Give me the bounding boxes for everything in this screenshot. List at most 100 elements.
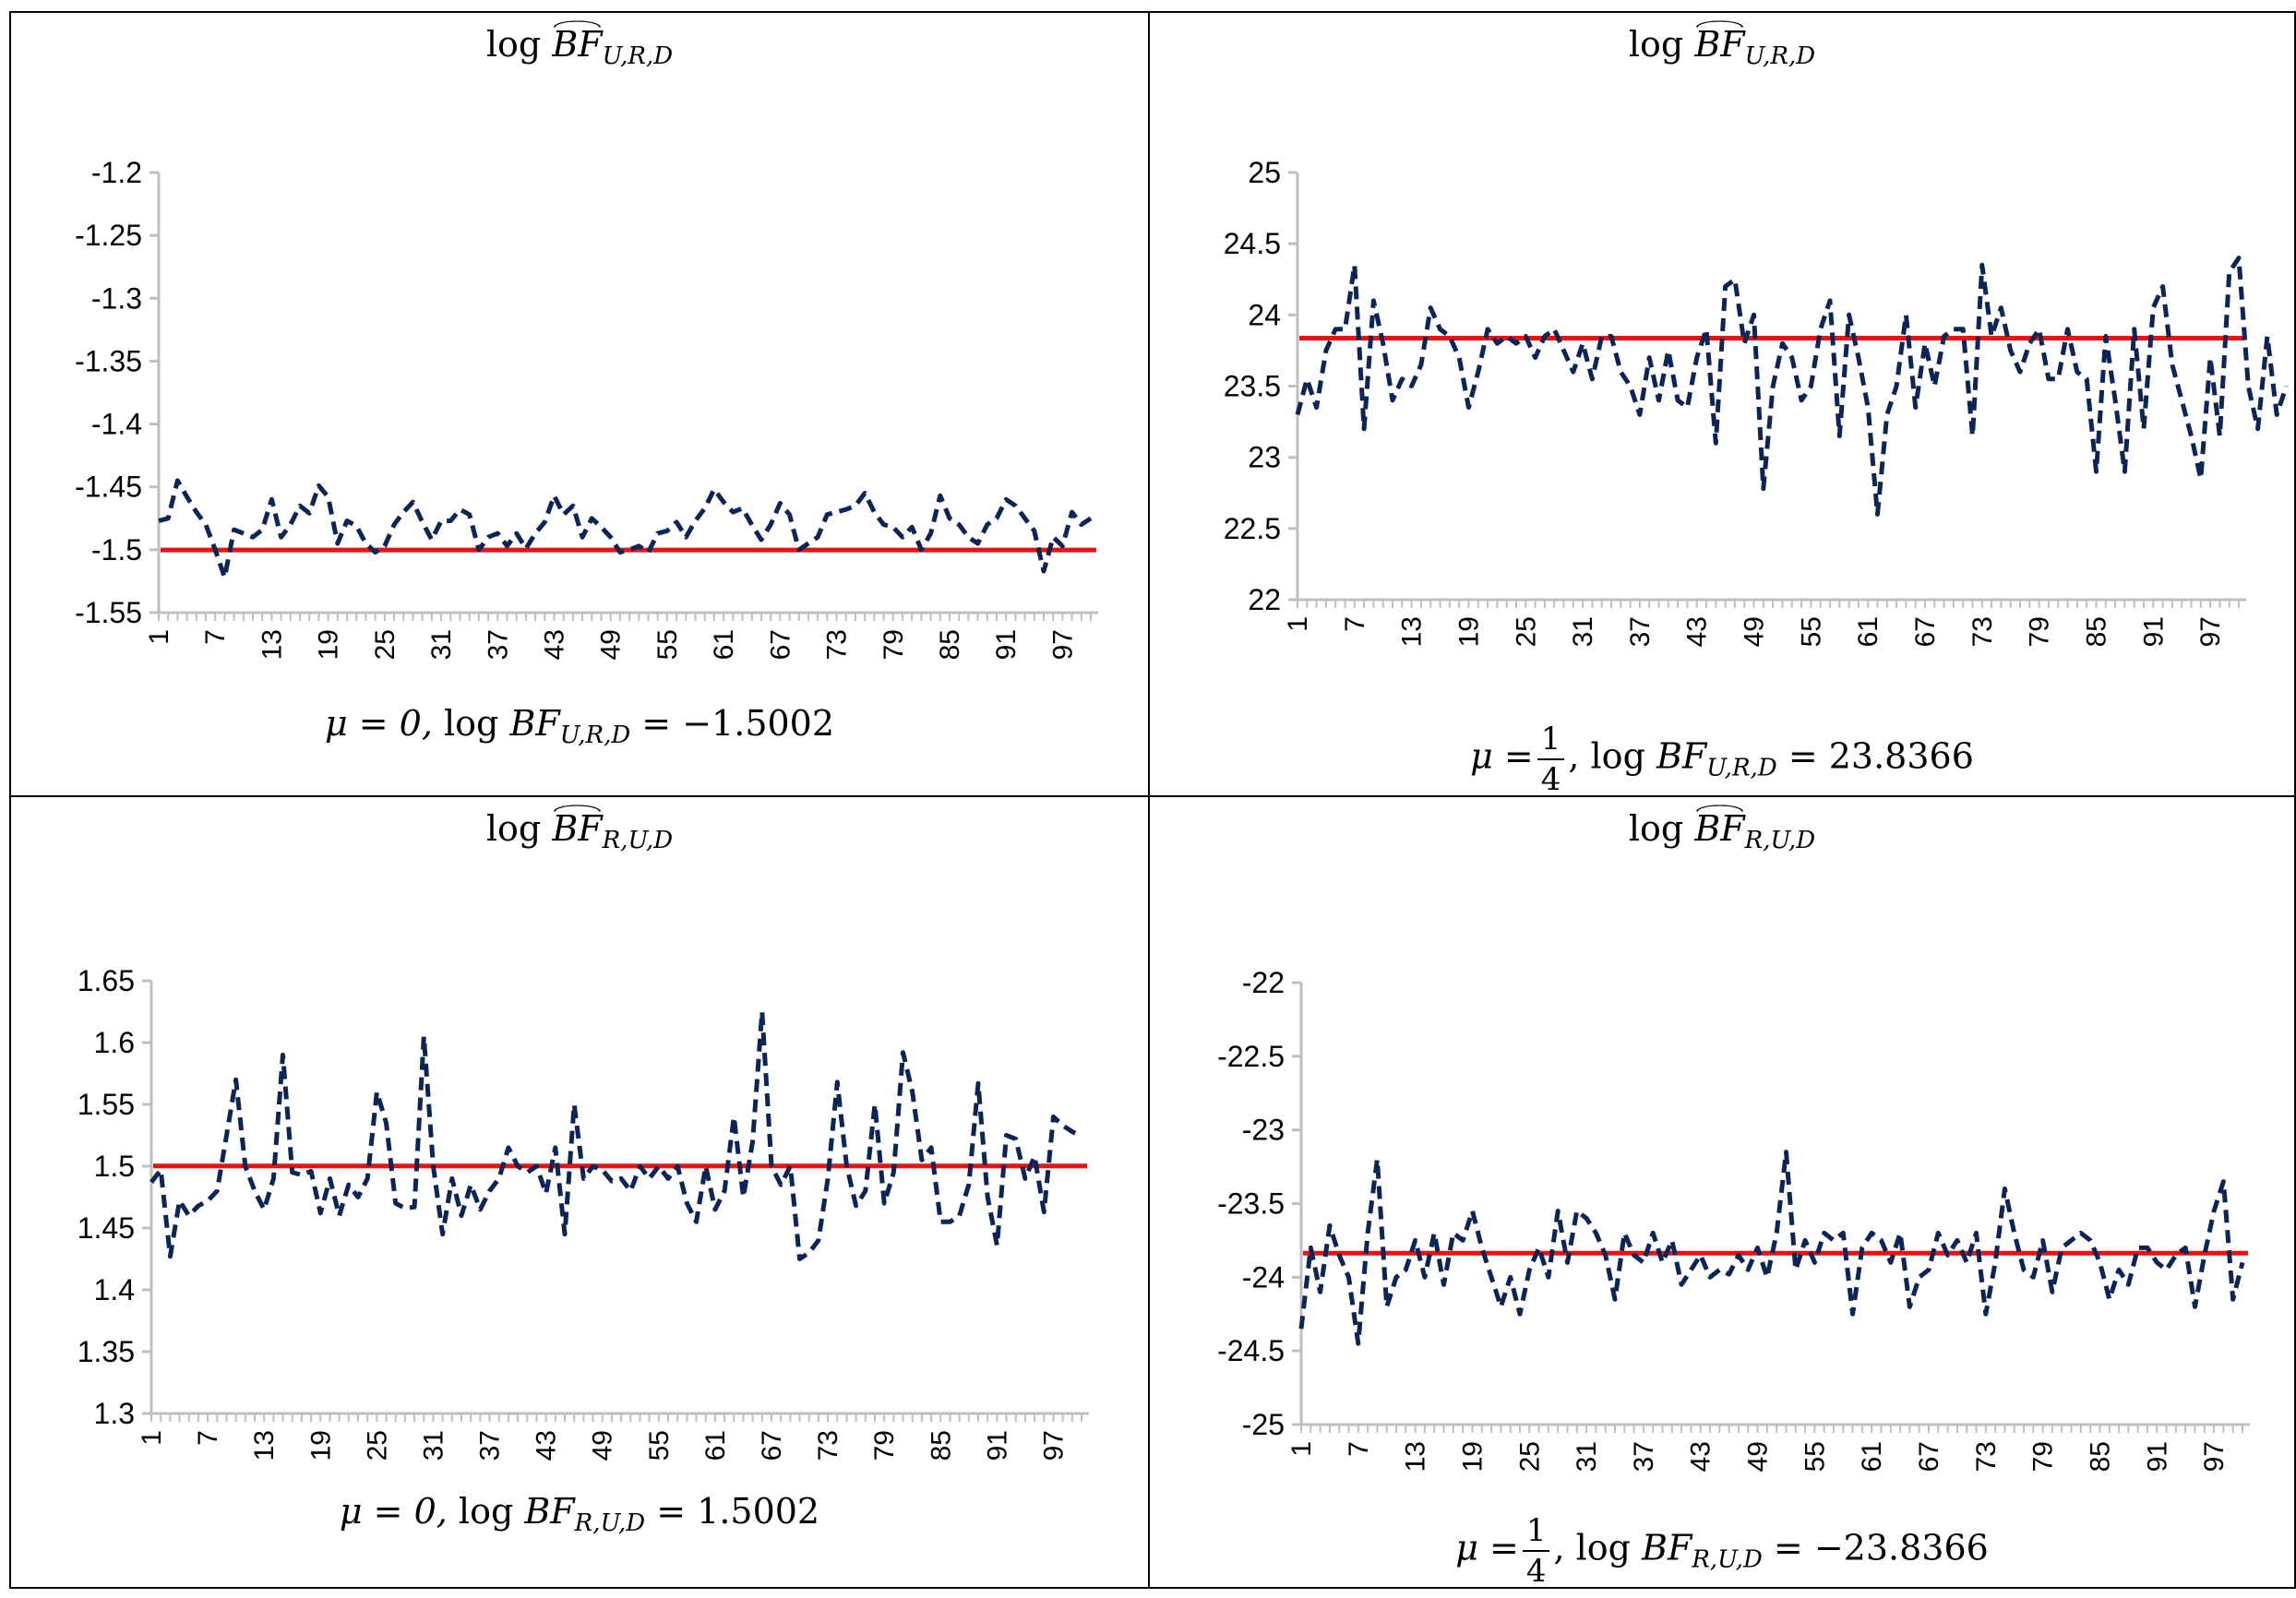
caption-subscript: U,R,D	[559, 721, 631, 749]
fraction-denominator: 4	[1525, 1553, 1547, 1589]
y-tick-label: -22	[1242, 966, 1285, 999]
title-log: log	[1628, 24, 1695, 65]
y-tick-label: -22.5	[1217, 1040, 1285, 1073]
x-tick-label: 7	[200, 629, 231, 645]
x-tick-label: 49	[596, 629, 627, 660]
y-tick-label: 22.5	[1224, 512, 1281, 545]
fraction-numerator: 1	[1522, 1515, 1550, 1552]
x-tick-label: 25	[1514, 1441, 1545, 1472]
y-tick-label: 1.6	[94, 1026, 135, 1059]
y-tick-label: 23.5	[1224, 370, 1281, 403]
y-tick-label: -1.5	[91, 533, 142, 566]
x-tick-label: 43	[532, 1430, 562, 1461]
y-tick-label: -23	[1242, 1114, 1285, 1147]
x-tick-label: 31	[426, 629, 457, 660]
title-log: log	[485, 808, 553, 849]
x-tick-label: 55	[652, 629, 683, 660]
x-tick-label: 73	[1971, 1441, 2002, 1472]
caption-log: log	[447, 1491, 525, 1532]
series-line	[1295, 256, 2289, 517]
x-tick-label: 79	[869, 1430, 900, 1461]
caption-value: = −23.8366	[1762, 1527, 1989, 1568]
x-tick-label: 67	[757, 1430, 787, 1461]
series-line	[158, 478, 1093, 580]
x-tick-label: 73	[813, 1430, 843, 1461]
title-hat-symbol: BF	[552, 808, 603, 849]
x-tick-label: 31	[1568, 616, 1598, 647]
x-tick-label: 85	[2085, 1441, 2115, 1472]
caption-mu: μ =	[1470, 735, 1534, 777]
title-subscript: R,U,D	[602, 827, 674, 854]
x-tick-label: 7	[1340, 616, 1370, 632]
x-tick-label: 61	[709, 629, 739, 660]
x-tick-label: 43	[1682, 616, 1713, 647]
panel-top-right: log BFU,R,D 25 24.5 24 23.5 23 22.5 22 1 7 13 19 25…	[1148, 11, 2296, 797]
caption-mu: μ = 0,	[324, 703, 433, 744]
x-tick-label: 67	[1910, 616, 1941, 647]
panel-title: log BFU,R,D	[11, 24, 1148, 70]
x-tick-label: 55	[1800, 1441, 1830, 1472]
x-tick-label: 49	[1743, 1441, 1774, 1472]
panel-caption: μ = 0, log BFU,R,D = −1.5002	[11, 703, 1148, 749]
x-tick-label: 7	[1344, 1441, 1374, 1457]
y-tick-label: 1.35	[78, 1335, 135, 1368]
y-tick-label: -1.45	[75, 471, 142, 504]
y-tick-label: -1.25	[75, 219, 142, 252]
x-tick-label: 25	[362, 1430, 392, 1461]
x-tick-label: 97	[1047, 629, 1078, 660]
x-tick-label: 37	[475, 1430, 506, 1461]
x-tick-label: 61	[1853, 616, 1883, 647]
title-subscript: R,U,D	[1744, 827, 1816, 854]
panel-bottom-left: log BFR,U,D 1.65 1.6 1.55 1.5 1.45 1.4 1.35 1.3…	[9, 795, 1150, 1589]
caption-value: = 23.8366	[1776, 735, 1974, 777]
x-tick-label: 79	[879, 629, 909, 660]
caption-log: , log	[1553, 1527, 1643, 1568]
line-chart: -1.2 -1.25 -1.3 -1.35 -1.4 -1.45 -1.5 -1.551 7 13…	[75, 156, 1098, 660]
y-tick-label: 1.45	[78, 1211, 135, 1245]
x-tick-label: 1	[144, 629, 174, 645]
title-hat-symbol: BF	[1694, 808, 1745, 849]
panel-title: log BFR,U,D	[11, 808, 1148, 854]
line-chart: 1.65 1.6 1.55 1.5 1.45 1.4 1.35 1.31 7 13 19 25 31 37…	[78, 964, 1089, 1461]
x-tick-label: 31	[418, 1430, 448, 1461]
title-log: log	[485, 24, 553, 65]
y-tick-label: -23.5	[1217, 1187, 1285, 1221]
x-tick-label: 31	[1572, 1441, 1602, 1472]
x-tick-label: 61	[700, 1430, 731, 1461]
x-tick-label: 85	[926, 1430, 956, 1461]
x-tick-label: 79	[2028, 1441, 2059, 1472]
y-tick-label: 1.5	[94, 1150, 135, 1183]
panel-title: log BFR,U,D	[1150, 808, 2294, 854]
y-tick-label: 24.5	[1224, 227, 1281, 260]
title-log: log	[1628, 808, 1695, 849]
x-tick-label: 1	[137, 1430, 167, 1446]
panel-top-left: log BFU,R,D -1.2 -1.25 -1.3 -1.35 -1.4 -1.45-…	[9, 11, 1150, 797]
x-tick-label: 67	[765, 629, 795, 660]
x-tick-label: 37	[1629, 1441, 1659, 1472]
x-tick-label: 79	[2025, 616, 2055, 647]
panel-title: log BFU,R,D	[1150, 24, 2294, 70]
caption-subscript: R,U,D	[1692, 1545, 1763, 1574]
figure-grid: log BFU,R,D -1.2 -1.25 -1.3 -1.35 -1.4 -1.45-…	[9, 11, 2296, 1589]
y-tick-label: -24.5	[1217, 1334, 1285, 1367]
x-tick-label: 91	[2138, 616, 2169, 647]
x-tick-label: 25	[1511, 616, 1541, 647]
series-line	[1298, 1150, 2245, 1346]
y-tick-label: -24	[1242, 1260, 1285, 1294]
x-tick-label: 91	[991, 629, 1022, 660]
x-tick-label: 91	[2142, 1441, 2172, 1472]
caption-bf: BF	[509, 703, 560, 744]
caption-value: = 1.5002	[645, 1491, 820, 1532]
x-tick-label: 13	[1397, 616, 1428, 647]
x-tick-label: 7	[193, 1430, 223, 1446]
title-hat-symbol: BF	[1694, 24, 1745, 65]
caption-log: log	[432, 703, 510, 744]
panel-caption: μ = 1 4, log BFU,R,D = 23.8366	[1150, 723, 2294, 795]
y-tick-label: 22	[1248, 583, 1281, 616]
x-tick-label: 13	[257, 629, 287, 660]
x-tick-label: 55	[1796, 616, 1826, 647]
caption-bf: BF	[1656, 735, 1707, 777]
caption-subscript: U,R,D	[1706, 754, 1777, 782]
